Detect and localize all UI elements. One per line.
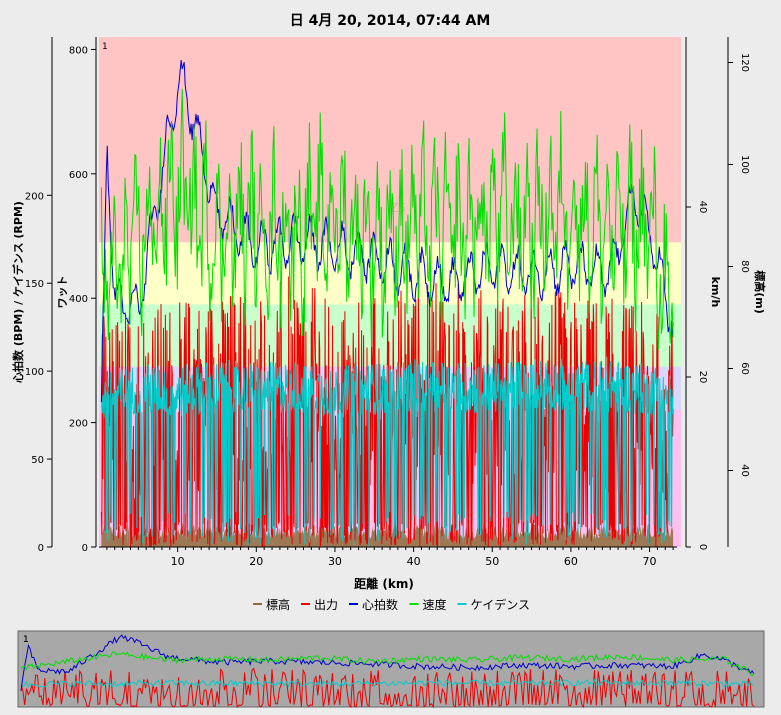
y-axis-speed-label: km/h <box>709 277 722 308</box>
interval-marker: 1 <box>102 42 108 52</box>
y-axis-elevation-tick-label: 40 <box>739 464 750 477</box>
x-tick-label: 70 <box>643 555 657 568</box>
x-tick-label: 40 <box>407 555 421 568</box>
y-axis-watts-label: ワット <box>56 276 69 309</box>
y-axis-elevation-tick-label: 100 <box>739 155 750 174</box>
overview-speed <box>20 651 755 677</box>
series-cadence <box>100 358 674 547</box>
y-axis-watts-tick-label: 800 <box>69 45 88 56</box>
overview-frame[interactable] <box>17 630 765 708</box>
y-axis-speed-tick-label: 40 <box>697 201 708 214</box>
chart-title: 日 4月 20, 2014, 07:44 AM <box>290 13 491 29</box>
series-speed <box>100 88 674 350</box>
legend-item[interactable]: 速度 <box>409 597 447 612</box>
x-tick-label: 10 <box>171 555 185 568</box>
y-axis-speed-tick-label: 20 <box>697 371 708 384</box>
y-axis-heart-cadence-tick-label: 100 <box>25 367 44 378</box>
y-axis-watts-tick-label: 600 <box>69 170 88 181</box>
legend[interactable]: 標高 出力 心拍数 速度 ケイデンス <box>253 597 530 612</box>
y-axis-heart-cadence-tick-label: 200 <box>25 191 44 202</box>
x-axis-label: 距離 (km) <box>354 576 414 591</box>
x-tick-label: 20 <box>249 555 263 568</box>
y-axis-heart-cadence-tick-label: 50 <box>31 455 44 466</box>
y-axis-elevation-tick-label: 80 <box>739 260 750 273</box>
legend-item[interactable]: 標高 <box>253 597 290 612</box>
overview-interval-marker: 1 <box>23 635 29 645</box>
y-axis-elevation-label: 標高(m) <box>753 270 767 314</box>
y-axis-heart-cadence-label: 心拍数 (BPM) / ケイデンス (RPM) <box>11 201 25 383</box>
legend-label: 心拍数 <box>362 597 398 612</box>
series-elevation <box>101 524 674 547</box>
overview-cadence <box>20 678 754 688</box>
legend-label: 標高 <box>266 597 290 612</box>
zone-watermark: Z5 <box>390 201 406 215</box>
legend-label: 速度 <box>423 597 447 612</box>
overview-power <box>20 667 755 709</box>
x-tick-label: 30 <box>328 555 342 568</box>
legend-label: ケイデンス <box>471 597 531 612</box>
x-tick-label: 50 <box>485 555 499 568</box>
y-axis-elevation-tick-label: 60 <box>739 362 750 375</box>
x-tick-label: 60 <box>564 555 578 568</box>
y-axis-watts-tick-label: 400 <box>69 294 88 305</box>
y-axis-elevation-tick-label: 120 <box>739 53 750 72</box>
y-axis-watts-tick-label: 0 <box>82 543 88 554</box>
overview-marker-label: 1 <box>23 635 29 645</box>
y-axis-speed-tick-label: 0 <box>697 544 708 550</box>
power-zone-band <box>99 242 681 305</box>
y-axis-heart-cadence-tick-label: 0 <box>38 543 44 554</box>
legend-item[interactable]: 心拍数 <box>349 597 398 612</box>
power-zone-band <box>99 304 681 367</box>
y-axis-heart-cadence-tick-label: 150 <box>25 279 44 290</box>
y-axis-watts-tick-label: 200 <box>69 419 88 430</box>
plot-area[interactable]: Z5 1 <box>99 37 681 548</box>
legend-item[interactable]: ケイデンス <box>457 597 531 612</box>
overview-strip[interactable]: 11 <box>17 630 765 709</box>
legend-item[interactable]: 出力 <box>301 598 338 612</box>
legend-label: 出力 <box>314 598 338 612</box>
